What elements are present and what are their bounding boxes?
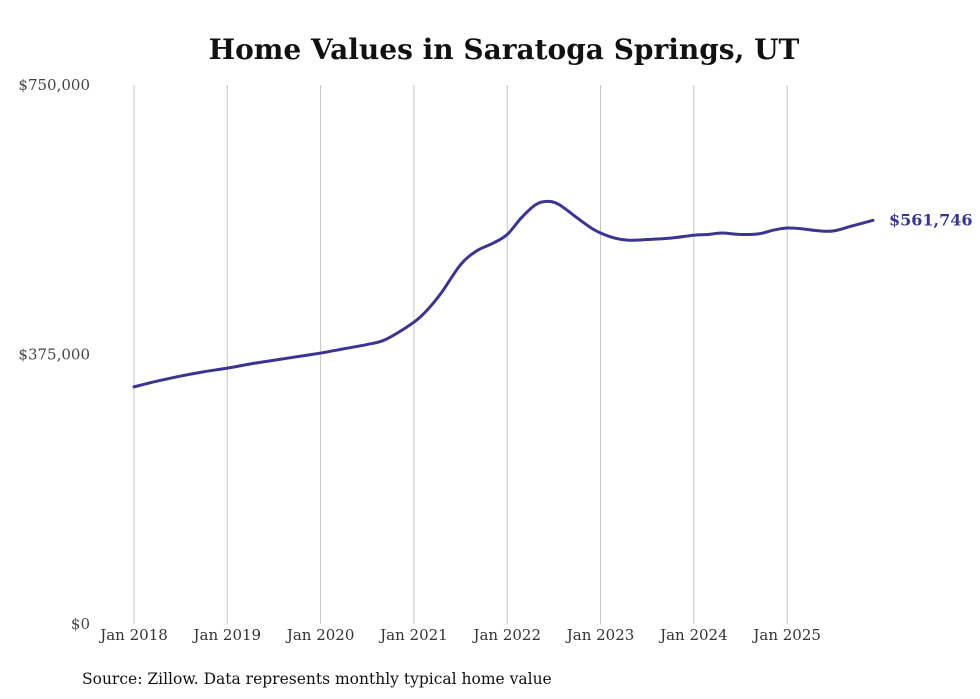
x-axis-ticks: Jan 2018 Jan 2019 Jan 2020 Jan 2021 Jan 2022… — [98, 626, 821, 644]
y-tick-label: $0 — [71, 615, 90, 633]
x-tick-label: Jan 2023 — [565, 626, 635, 644]
grid-lines — [133, 85, 788, 624]
x-tick-label: Jan 2020 — [285, 626, 355, 644]
x-tick-label: Jan 2024 — [658, 626, 728, 644]
x-tick-label: Jan 2022 — [471, 626, 541, 644]
end-value-label: $561,746 — [889, 210, 973, 229]
y-tick-label: $750,000 — [18, 76, 90, 94]
y-axis-ticks: $0 $375,000 $750,000 — [18, 76, 90, 633]
y-tick-label: $375,000 — [18, 346, 90, 364]
x-tick-label: Jan 2021 — [378, 626, 448, 644]
x-tick-label: Jan 2019 — [192, 626, 262, 644]
source-note: Source: Zillow. Data represents monthly … — [82, 670, 552, 688]
x-tick-label: Jan 2018 — [98, 626, 168, 644]
series-line-0 — [132, 199, 875, 389]
x-tick-label: Jan 2025 — [751, 626, 821, 644]
series-layer — [132, 199, 875, 389]
chart-title: Home Values in Saratoga Springs, UT — [209, 33, 800, 66]
